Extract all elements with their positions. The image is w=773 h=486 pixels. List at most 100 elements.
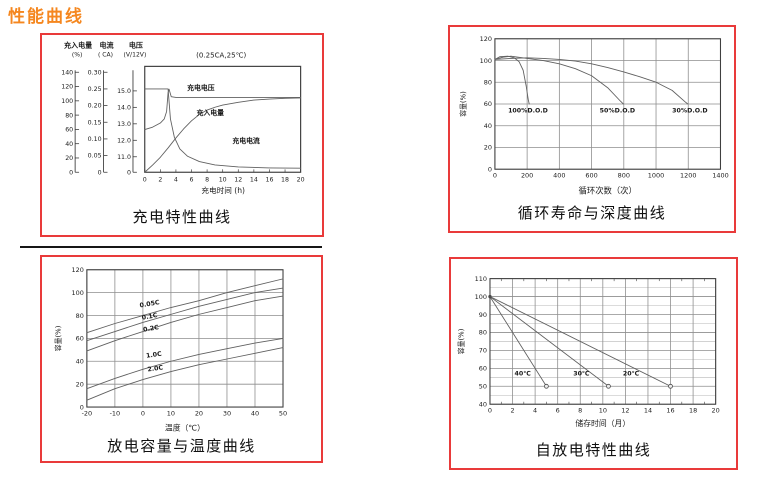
- x-tick-label: 4: [533, 407, 537, 415]
- series-label: 30%D.O.D: [672, 108, 707, 115]
- series-label: 0.1C: [141, 312, 158, 322]
- series-label: 充电电流: [232, 136, 260, 145]
- y-tick-label: 110: [475, 275, 487, 283]
- capacity-axis-title: 充入电量: [64, 41, 92, 50]
- x-tick-label: -20: [82, 409, 93, 417]
- x-tick-label: 6: [190, 177, 194, 184]
- capacity-axis-unit: (%): [72, 52, 83, 59]
- voltage-tick-label: 14.0: [117, 105, 131, 112]
- start-marker: [488, 294, 492, 299]
- y-tick-label: 100: [72, 289, 84, 297]
- x-tick-label: 10: [167, 409, 175, 417]
- chart-panel-charging: 140 120 100 80 60 40 20 0 充入电量 (%) 0.30 0.25 0.20 0.1…: [40, 33, 324, 237]
- cycle-life-chart: 0 200 400 600 800 1000 1200 1400120100806040200…: [458, 35, 728, 196]
- x-tick-label: 12: [621, 407, 629, 415]
- section-divider: [20, 246, 322, 248]
- x-tick-label: 400: [553, 172, 565, 180]
- plot-border: [489, 278, 717, 405]
- x-tick-label: 0: [493, 172, 497, 180]
- series-label: 0.2C: [143, 324, 160, 334]
- y-tick-label: 80: [484, 79, 492, 87]
- y-tick-label: 20: [484, 144, 492, 152]
- x-tick-label: 10: [599, 407, 607, 415]
- current-tick-label: 0.25: [88, 86, 102, 93]
- chart-caption: 自放电特性曲线: [535, 443, 652, 459]
- y-tick-label: 50: [479, 383, 487, 391]
- series-label: 充电电压: [187, 83, 215, 92]
- series-label: 0.05C: [139, 299, 160, 309]
- x-tick-label: 40: [251, 409, 259, 417]
- x-tick-label: 600: [585, 172, 597, 180]
- series-label: 2.0C: [147, 364, 164, 373]
- y-tick-label: 40: [76, 358, 84, 366]
- y-axis-title: 容量(%): [53, 325, 62, 351]
- y-tick-label: 120: [480, 35, 492, 43]
- capacity-tick-label: 120: [61, 84, 73, 91]
- end-marker: [668, 383, 673, 389]
- y-tick-label: 100: [480, 57, 492, 65]
- x-axis-title: 充电时间 (h): [201, 185, 245, 195]
- chart-caption: 循环寿命与深度曲线: [517, 206, 667, 222]
- voltage-tick-label: 11.0: [117, 154, 131, 161]
- curve-2.0C: [86, 347, 284, 401]
- curve-充电电流: [144, 88, 302, 169]
- x-tick-label: 30: [223, 409, 231, 417]
- series-label: 充入电量: [196, 108, 224, 117]
- current-tick-label: 0.05: [88, 153, 102, 160]
- chart-panel-discharge-temperature: -20 -10 0 10 20 30 40 50 120 100 80 60 40 20 0 温度（℃） 容量(…: [40, 255, 323, 463]
- y-tick-label: 40: [479, 400, 487, 408]
- y-tick-label: 70: [479, 347, 487, 355]
- y-tick-label: 20: [76, 380, 84, 388]
- page-title: 性能曲线: [8, 7, 84, 27]
- x-axis-title: 储存时间（月）: [575, 418, 630, 428]
- current-tick-label: 0.20: [88, 103, 102, 110]
- capacity-tick-label: 100: [61, 98, 73, 105]
- x-tick-label: 2: [158, 177, 162, 184]
- x-tick-label: 20: [712, 407, 720, 415]
- x-tick-label: 0: [141, 409, 145, 417]
- curve-0.2C: [86, 295, 284, 352]
- capacity-tick-label: 80: [65, 112, 73, 119]
- y-tick-label: 90: [479, 311, 487, 319]
- current-tick-label: 0.15: [88, 119, 102, 126]
- x-tick-label: 1000: [648, 172, 664, 180]
- chart-caption: 充电特性曲线: [132, 210, 232, 226]
- chart-caption: 放电容量与温度曲线: [107, 439, 256, 455]
- y-tick-label: 60: [479, 365, 487, 373]
- current-tick-label: 0.10: [88, 136, 102, 143]
- end-marker: [544, 383, 549, 389]
- voltage-axis-unit: (V/12V): [124, 52, 147, 59]
- current-tick-label: 0: [98, 169, 102, 176]
- x-tick-label: 18: [689, 407, 697, 415]
- x-tick-label: 20: [297, 177, 305, 184]
- curve-1.0C: [86, 337, 284, 390]
- x-tick-label: 16: [666, 407, 674, 415]
- voltage-axis-title: 电压: [129, 41, 143, 50]
- y-axis-title: 容量(%): [456, 328, 465, 354]
- y-tick-label: 120: [72, 266, 84, 274]
- plot-border: [494, 38, 722, 170]
- y-tick-label: 40: [484, 122, 492, 130]
- curve-100%D.O.D: [494, 55, 530, 105]
- x-tick-label: 12: [234, 177, 242, 184]
- x-tick-label: 14: [250, 177, 258, 184]
- x-tick-label: 1200: [680, 172, 696, 180]
- condition-annotation: (0.25CA,25℃): [196, 51, 246, 60]
- x-tick-label: 16: [265, 177, 273, 184]
- x-tick-label: 8: [578, 407, 582, 415]
- voltage-tick-label: 13.0: [117, 121, 131, 128]
- chart-panel-self-discharge: 0 2 4 6 8 10 12 14 16 18 20 110 100 90 80 70 60 50 40 储存时间（…: [449, 257, 738, 470]
- series-label: 30℃: [573, 371, 590, 378]
- y-tick-label: 60: [484, 100, 492, 108]
- current-axis-title: 电流: [99, 41, 113, 50]
- plot-border: [144, 65, 302, 173]
- x-tick-label: -10: [110, 409, 121, 417]
- curve-40℃: [489, 296, 547, 387]
- curve-0.05C: [86, 278, 284, 334]
- y-tick-label: 80: [479, 329, 487, 337]
- series-label: 50%D.O.D: [600, 108, 635, 115]
- x-tick-label: 50: [279, 409, 287, 417]
- x-tick-label: 4: [174, 177, 178, 184]
- chart-panel-cycle-life: 0 200 400 600 800 1000 1200 1400 120 100 80 60 40 20 0…: [448, 25, 736, 233]
- y-tick-label: 80: [76, 312, 84, 320]
